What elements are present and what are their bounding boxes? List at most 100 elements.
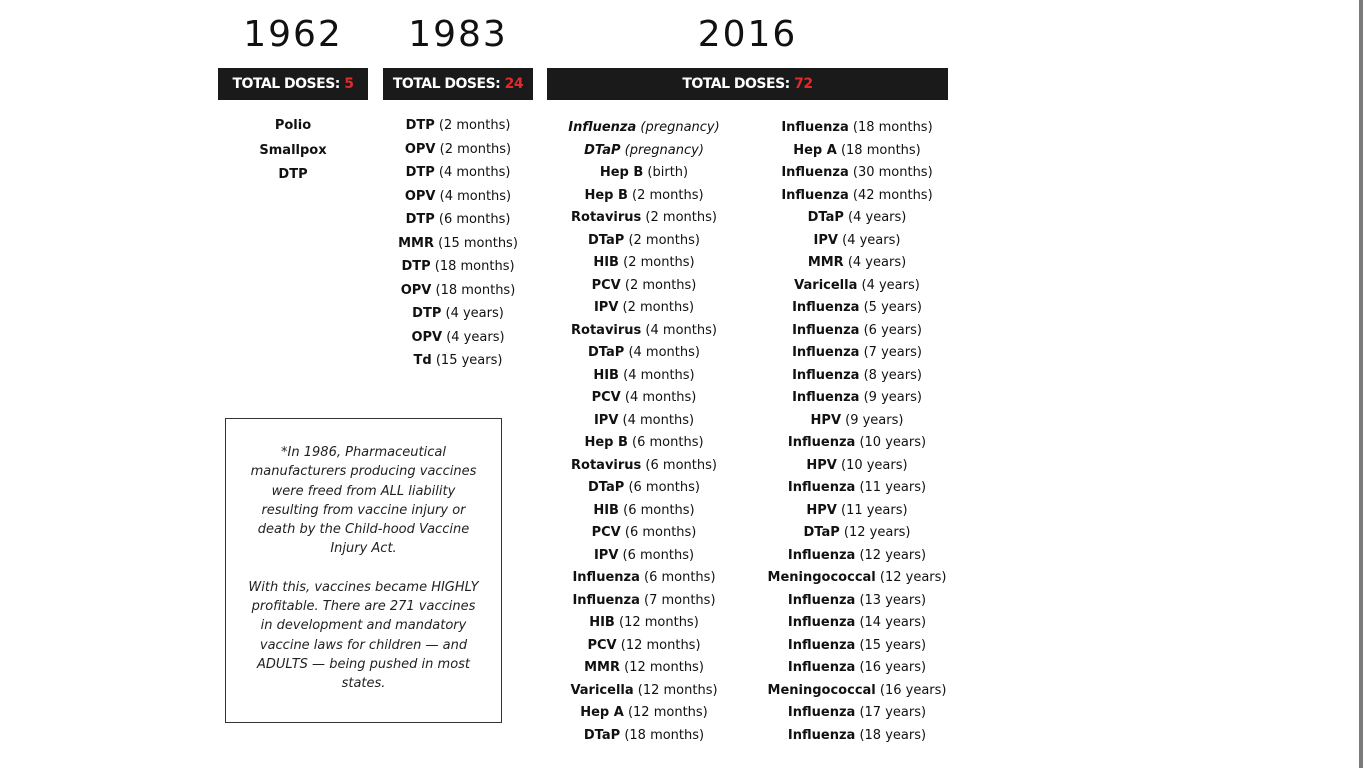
dose-timing: (13 years)	[855, 592, 927, 608]
vaccine-name: DTaP	[588, 345, 625, 360]
list-item: Influenza (7 years)	[757, 342, 957, 365]
vaccine-name: HIB	[593, 502, 619, 518]
list-item: DTP (4 years)	[383, 302, 533, 326]
vaccine-name: Hep A	[580, 705, 624, 720]
vaccine-name: PCV	[591, 525, 621, 540]
dose-timing: (6 months)	[618, 502, 695, 518]
dose-timing: (30 months)	[848, 165, 933, 180]
vaccine-name: Influenza	[792, 322, 860, 338]
list-item: Polio	[218, 114, 368, 139]
dose-timing: (18 months)	[430, 259, 515, 274]
vaccine-list-1962: Polio Smallpox DTP	[218, 114, 368, 188]
list-item: Influenza (7 months)	[548, 590, 740, 613]
list-item: HIB (2 months)	[548, 252, 740, 275]
dose-timing: (12 months)	[623, 705, 708, 720]
list-item: Influenza (6 years)	[757, 320, 957, 343]
vaccine-name: Influenza	[781, 165, 849, 180]
list-item: Influenza (13 years)	[757, 590, 957, 613]
list-item: PCV (4 months)	[548, 387, 740, 410]
vaccine-name: Polio	[274, 118, 312, 133]
year-heading-1983: 1983	[408, 14, 508, 55]
vaccine-name: Varicella	[570, 682, 634, 698]
dose-timing: (11 years)	[836, 502, 908, 518]
list-item: Meningococcal (12 years)	[757, 567, 957, 590]
dose-timing: (7 years)	[859, 345, 922, 360]
dose-timing: (6 months)	[627, 435, 704, 450]
list-item: DTP (2 months)	[383, 114, 533, 138]
vaccine-name: Influenza	[572, 570, 640, 585]
vaccine-name: OPV	[404, 188, 436, 204]
total-doses-bar-1962: TOTAL DOSES: 5	[218, 68, 368, 100]
vaccine-name: DTP	[405, 165, 435, 180]
vaccine-name: Influenza	[787, 637, 856, 653]
dose-timing: (4 months)	[435, 188, 512, 204]
vaccine-name: DTP	[405, 118, 435, 133]
dose-timing: (2 months)	[434, 118, 511, 133]
dose-timing: (15 months)	[433, 235, 518, 251]
list-item: IPV (4 years)	[757, 230, 957, 253]
dose-timing: (11 years)	[855, 480, 927, 495]
dose-timing: (12 months)	[614, 615, 699, 630]
list-item: Influenza (12 years)	[757, 545, 957, 568]
vaccine-name: DTP	[401, 259, 431, 274]
vaccine-name: OPV	[411, 329, 443, 345]
list-item: MMR (15 months)	[383, 232, 533, 256]
dose-timing: (18 months)	[848, 120, 933, 135]
vaccine-name: Meningococcal	[767, 682, 876, 698]
vaccine-name: Influenza	[787, 615, 856, 630]
vaccine-name: Rotavirus	[571, 210, 642, 225]
list-item: DTP (4 months)	[383, 161, 533, 185]
list-item: Influenza (14 years)	[757, 612, 957, 635]
list-item: Smallpox	[218, 139, 368, 164]
list-item: HIB (12 months)	[548, 612, 740, 635]
total-doses-label: TOTAL DOSES:	[682, 76, 795, 92]
dose-timing: (4 years)	[442, 329, 505, 345]
vaccine-name: IPV	[593, 412, 619, 428]
vaccine-name: Influenza	[792, 390, 860, 405]
list-item: Hep B (birth)	[548, 162, 740, 185]
vaccine-name: DTP	[412, 306, 442, 321]
list-item: HPV (11 years)	[757, 500, 957, 523]
list-item: MMR (4 years)	[757, 252, 957, 275]
vaccine-name: DTaP	[583, 727, 621, 743]
vaccine-name: IPV	[813, 232, 838, 248]
list-item: PCV (12 months)	[548, 635, 740, 658]
dose-timing: (6 months)	[618, 547, 695, 563]
dose-timing: (4 months)	[618, 412, 695, 428]
year-heading-2016: 2016	[697, 14, 798, 55]
vaccine-name: DTaP	[588, 480, 625, 495]
vaccine-name: Hep B	[599, 165, 644, 180]
list-item: DTaP (18 months)	[548, 725, 740, 748]
list-item: OPV (4 years)	[383, 326, 533, 350]
vaccine-name: Varicella	[794, 277, 858, 293]
list-item: Influenza (42 months)	[757, 185, 957, 208]
vaccine-name: HIB	[593, 367, 619, 383]
list-item: HIB (4 months)	[548, 365, 740, 388]
vaccine-list-2016-right: Influenza (18 months) Hep A (18 months) In…	[757, 117, 957, 747]
dose-timing: (2 months)	[641, 210, 717, 225]
dose-timing: (9 years)	[841, 412, 904, 428]
list-item: Influenza (15 years)	[757, 635, 957, 658]
year-heading-1962: 1962	[243, 14, 343, 55]
vaccine-name: Influenza	[568, 120, 637, 135]
list-item: Hep B (2 months)	[548, 185, 740, 208]
dose-timing: (12 months)	[616, 637, 701, 653]
vaccine-name: DTaP	[588, 232, 625, 248]
list-item: DTP (6 months)	[383, 208, 533, 232]
dose-timing: (12 months)	[633, 682, 718, 698]
vaccine-name: PCV	[591, 277, 621, 293]
vaccine-name: HPV	[810, 412, 841, 428]
vaccine-name: Influenza	[781, 187, 849, 203]
vaccine-name: OPV	[400, 282, 432, 298]
dose-timing: (4 months)	[624, 345, 700, 360]
dose-timing: (12 months)	[619, 660, 704, 675]
vaccine-list-1983: DTP (2 months) OPV (2 months) DTP (4 month…	[383, 114, 533, 373]
list-item: Hep B (6 months)	[548, 432, 740, 455]
dose-timing: (2 months)	[627, 187, 704, 203]
vaccine-name: Hep B	[584, 187, 628, 203]
total-doses-value: 24	[504, 76, 524, 92]
list-item: IPV (4 months)	[548, 410, 740, 433]
dose-timing: (birth)	[643, 165, 689, 180]
total-doses-value: 5	[344, 76, 354, 92]
dose-timing: (6 years)	[859, 322, 922, 338]
